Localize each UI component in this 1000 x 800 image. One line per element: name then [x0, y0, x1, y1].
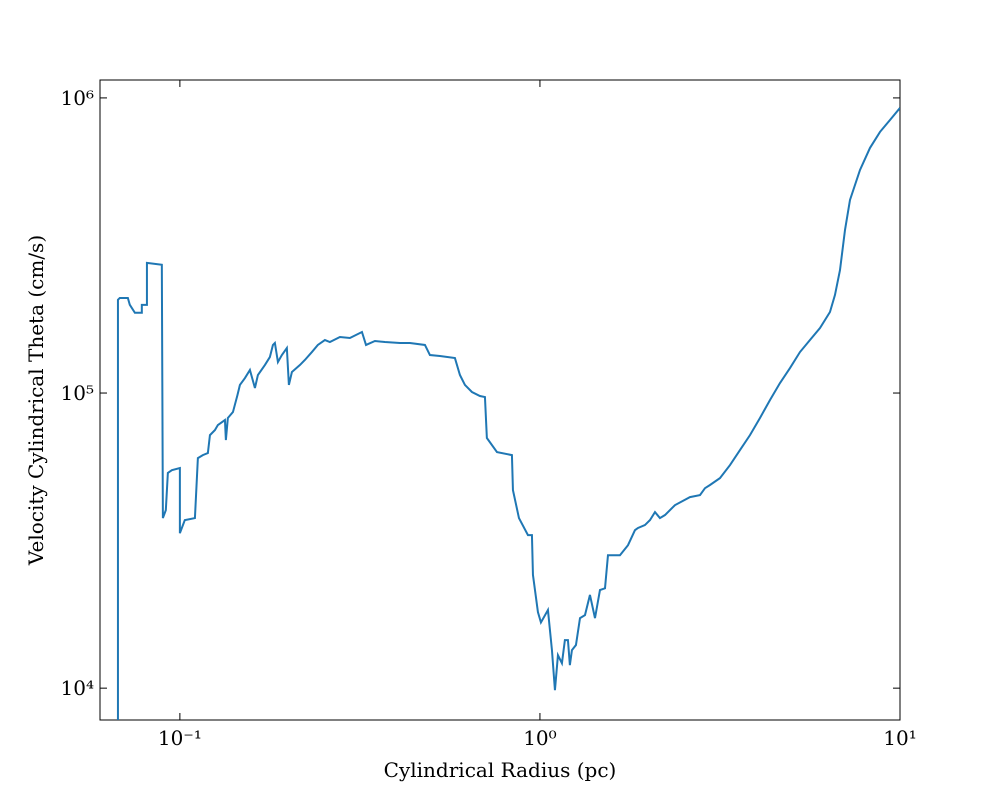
- y-tick-label: 10⁵: [61, 381, 94, 405]
- y-axis-label: Velocity Cylindrical Theta (cm/s): [24, 235, 48, 566]
- y-tick-label: 10⁴: [61, 676, 94, 700]
- plot-frame: [99, 79, 901, 721]
- data-line: [116, 107, 900, 720]
- y-tick-label: 10⁶: [61, 86, 94, 110]
- x-tick-label: 10⁻¹: [158, 726, 202, 750]
- x-axis-label: Cylindrical Radius (pc): [384, 758, 617, 782]
- x-tick-label: 10¹: [883, 726, 916, 750]
- x-tick-label: 10⁰: [523, 726, 556, 750]
